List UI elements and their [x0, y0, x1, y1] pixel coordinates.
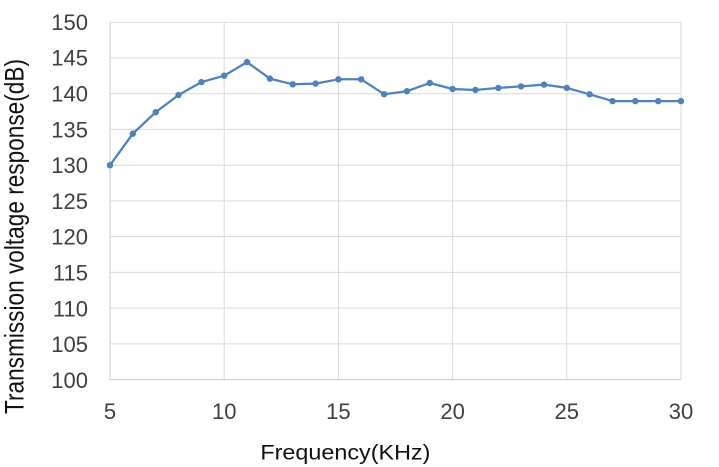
svg-text:30: 30	[669, 399, 693, 424]
svg-text:140: 140	[51, 82, 88, 107]
svg-text:135: 135	[51, 117, 88, 142]
svg-text:110: 110	[53, 296, 88, 321]
svg-text:Transmission voltage response(: Transmission voltage response(dB)	[0, 59, 29, 414]
svg-text:Frequency(KHz): Frequency(KHz)	[260, 441, 430, 465]
svg-text:125: 125	[51, 189, 88, 214]
svg-text:150: 150	[51, 10, 88, 35]
svg-text:105: 105	[51, 332, 88, 357]
svg-text:120: 120	[51, 225, 88, 250]
svg-text:130: 130	[51, 153, 88, 178]
svg-text:5: 5	[104, 399, 116, 424]
svg-text:25: 25	[555, 399, 579, 424]
svg-text:115: 115	[53, 261, 88, 286]
svg-text:145: 145	[51, 46, 88, 71]
svg-text:15: 15	[326, 399, 350, 424]
svg-text:10: 10	[212, 399, 236, 424]
svg-text:100: 100	[51, 368, 88, 393]
svg-text:20: 20	[440, 399, 464, 424]
